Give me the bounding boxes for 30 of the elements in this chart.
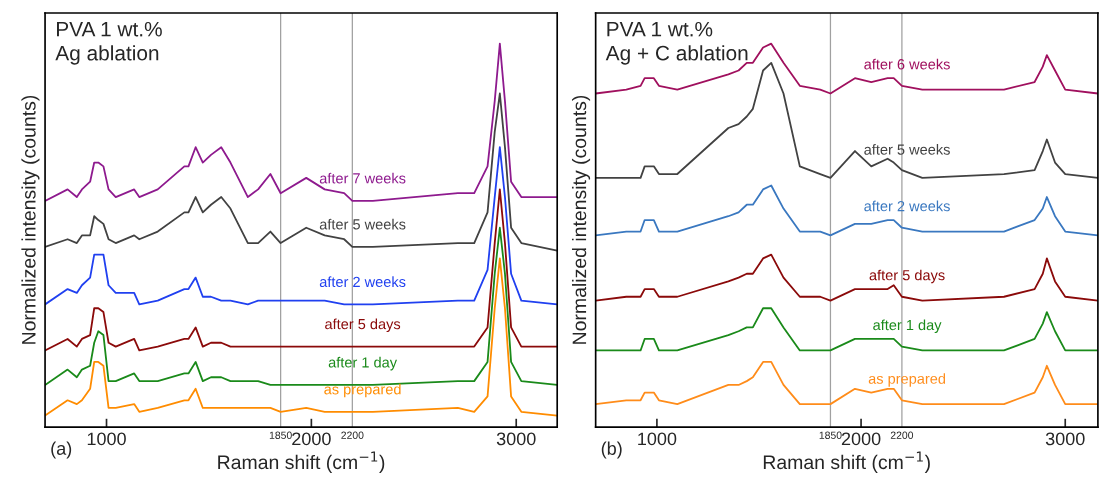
text: (a) [51, 441, 72, 459]
series-label: after 5 days [869, 269, 945, 284]
series-label: after 5 weeks [319, 218, 406, 230]
ref-line-label: 2200 [890, 431, 914, 439]
ref-line-label: 1850 [269, 431, 292, 439]
x-tick-label: 1000 [638, 432, 677, 446]
series-label: after 5 weeks [864, 144, 950, 155]
series-label: after 2 weeks [864, 200, 950, 212]
ref-line-label: 2200 [341, 431, 364, 439]
x-tick-label: 1000 [87, 432, 126, 446]
chart-title: PVA 1 wt.% Ag + C ablation [605, 21, 748, 65]
x-axis-title: Raman shift (cm$^{−1}$) [763, 451, 930, 473]
y-axis-title: Normalized intensity (counts) [571, 95, 591, 344]
series-label: after 1 day [873, 319, 942, 334]
chart-title: PVA 1 wt.% Ag ablation [55, 21, 162, 65]
series-label: after 7 weeks [319, 172, 406, 184]
x-tick-label: 2000 [841, 432, 881, 446]
x-tick-label: 3000 [1045, 432, 1085, 446]
series-label: after 2 weeks [319, 276, 406, 288]
ref-line-label: 1850 [819, 431, 842, 439]
series-label: as prepared [324, 383, 401, 398]
series-label: after 5 days [325, 318, 401, 333]
x-tick-label: 2000 [292, 432, 331, 446]
series-label: after 1 day [328, 356, 398, 371]
x-tick-label: 3000 [496, 432, 536, 446]
x-axis-title: Raman shift (cm$^{−1}$) [218, 451, 385, 473]
text: (b) [601, 441, 622, 459]
series-label: as prepared [868, 373, 946, 387]
y-axis-title: Normalized intensity (counts) [21, 95, 40, 344]
series-label: after 6 weeks [864, 58, 950, 70]
